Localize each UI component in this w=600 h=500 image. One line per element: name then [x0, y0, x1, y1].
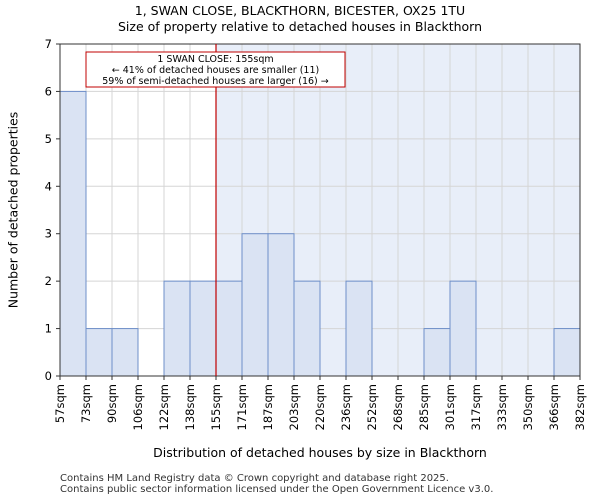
- bar: [111, 328, 139, 377]
- annotation-line3: 59% of semi-detached houses are larger (…: [102, 76, 329, 87]
- chart-title-line1: 1, SWAN CLOSE, BLACKTHORN, BICESTER, OX2…: [135, 3, 465, 18]
- x-tick-label: 268sqm: [391, 384, 405, 430]
- x-tick-label: 57sqm: [53, 384, 67, 423]
- y-tick-label: 5: [45, 132, 52, 146]
- bar: [189, 280, 217, 377]
- x-tick-label: 138sqm: [183, 384, 197, 430]
- x-tick-label: 73sqm: [79, 384, 93, 423]
- x-tick-label: 350sqm: [521, 384, 535, 430]
- y-tick-label: 2: [45, 274, 52, 288]
- annotation-line1: 1 SWAN CLOSE: 155sqm: [157, 54, 273, 65]
- y-axis-label: Number of detached properties: [5, 112, 20, 309]
- x-tick-label: 301sqm: [443, 384, 457, 430]
- y-tick-label: 6: [45, 84, 52, 98]
- annotation-line2: ← 41% of detached houses are smaller (11…: [112, 65, 319, 76]
- footer-line1: Contains HM Land Registry data © Crown c…: [60, 473, 449, 484]
- bar: [423, 328, 451, 377]
- x-tick-label: 252sqm: [365, 384, 379, 430]
- bar: [553, 328, 581, 377]
- bar: [293, 280, 321, 377]
- x-tick-label: 366sqm: [547, 384, 561, 430]
- x-tick-label: 155sqm: [209, 384, 223, 430]
- x-tick-label: 203sqm: [287, 384, 301, 430]
- y-tick-label: 3: [45, 227, 52, 241]
- x-tick-label: 317sqm: [469, 384, 483, 430]
- bar: [267, 233, 295, 377]
- x-tick-label: 285sqm: [417, 384, 431, 430]
- x-tick-label: 333sqm: [495, 384, 509, 430]
- chart-title-line2: Size of property relative to detached ho…: [118, 19, 482, 34]
- x-tick-label: 220sqm: [313, 384, 327, 430]
- annotation-box: 1 SWAN CLOSE: 155sqm ← 41% of detached h…: [85, 51, 346, 88]
- x-tick-label: 382sqm: [573, 384, 587, 430]
- y-tick-label: 7: [45, 37, 52, 51]
- x-tick-label: 106sqm: [131, 384, 145, 430]
- bar: [345, 280, 373, 377]
- y-tick-label: 1: [45, 322, 52, 336]
- x-tick-label: 171sqm: [235, 384, 249, 430]
- bar: [85, 328, 113, 377]
- y-tick-label: 0: [45, 369, 52, 383]
- x-tick-label: 187sqm: [261, 384, 275, 430]
- x-tick-label: 122sqm: [157, 384, 171, 430]
- footer-line2: Contains public sector information licen…: [60, 484, 494, 495]
- bar: [449, 280, 477, 377]
- x-tick-label: 90sqm: [105, 384, 119, 423]
- y-tick-label: 4: [45, 179, 52, 193]
- bar: [215, 280, 243, 377]
- bar: [163, 280, 191, 377]
- bar: [241, 233, 269, 377]
- x-axis-label: Distribution of detached houses by size …: [153, 445, 487, 460]
- bar: [59, 90, 87, 377]
- x-tick-label: 236sqm: [339, 384, 353, 430]
